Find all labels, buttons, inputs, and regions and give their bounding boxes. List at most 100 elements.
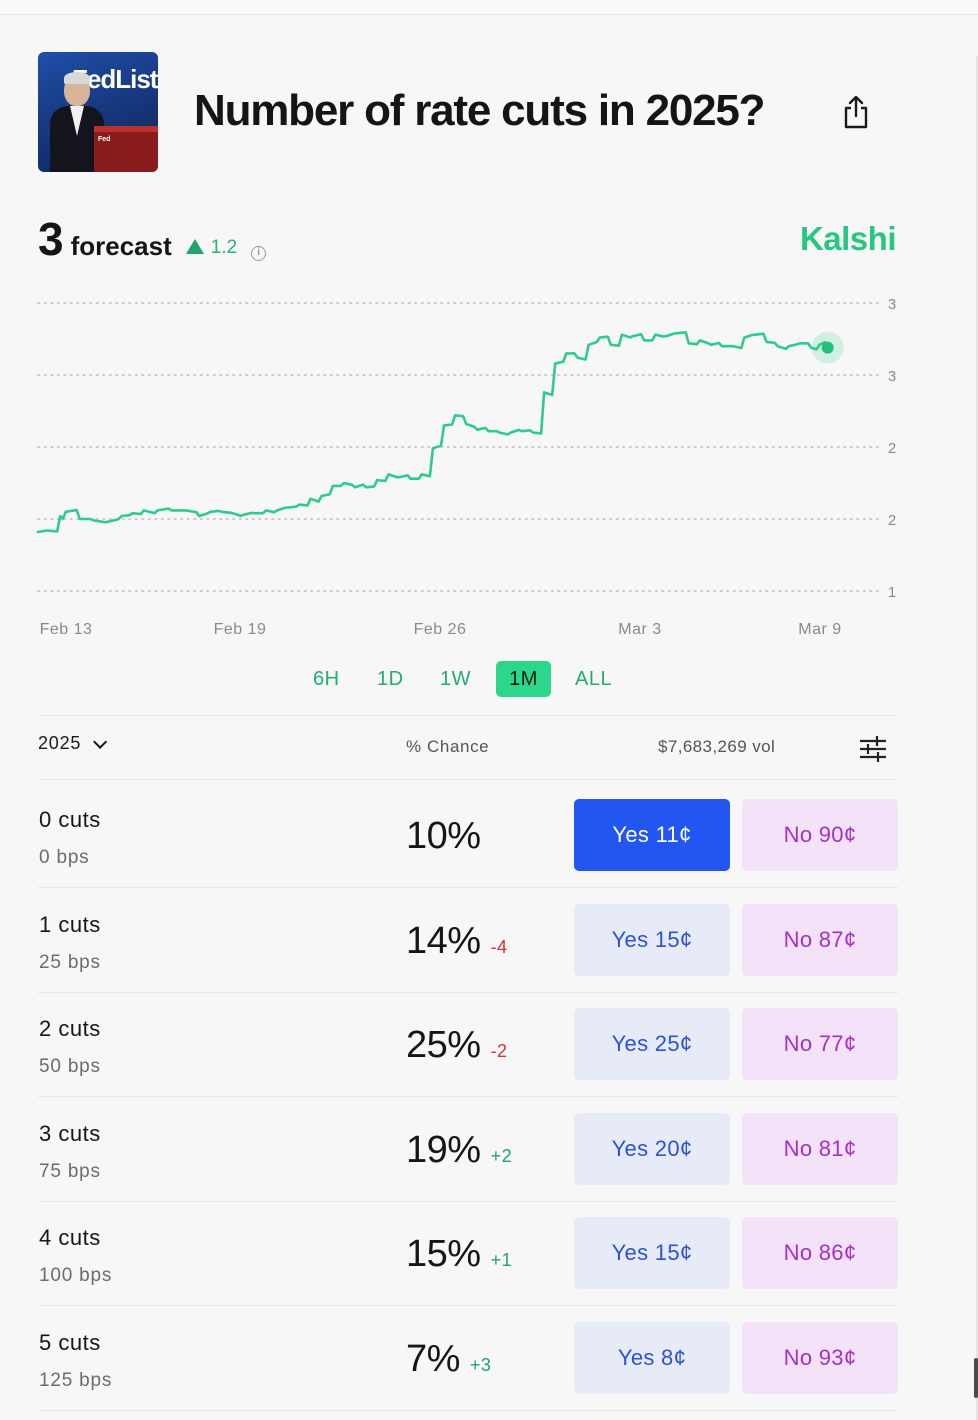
forecast-summary: 3 forecast 1.2 i xyxy=(38,212,267,265)
chance-value: 14% xyxy=(406,920,481,962)
up-triangle-icon xyxy=(185,239,204,254)
chance-value: 7% xyxy=(406,1338,460,1380)
buy-yes-button[interactable]: Yes 11¢ xyxy=(574,799,730,871)
speaker-hair xyxy=(64,72,90,84)
x-tick-label: Mar 3 xyxy=(618,621,661,638)
outcome-name: 0 cuts xyxy=(39,807,101,832)
y-tick-label: 1 xyxy=(888,584,896,601)
current-point xyxy=(821,341,834,354)
podium-top xyxy=(94,126,158,134)
forecast-delta: 1.2 xyxy=(185,236,238,259)
info-icon[interactable]: i xyxy=(251,246,267,261)
chance-change: -2 xyxy=(490,1041,508,1061)
chance-value: 15% xyxy=(406,1233,481,1275)
chance-change: +2 xyxy=(490,1146,513,1166)
outcome-row-0-cuts: 0 cuts 0 bps 10% Yes 11¢ No 90¢ xyxy=(0,781,978,885)
outcome-name: 4 cuts xyxy=(39,1225,101,1250)
top-bar xyxy=(0,0,978,15)
buy-no-button[interactable]: No 93¢ xyxy=(742,1322,898,1394)
outcome-row-1-cuts: 1 cuts 25 bps 14% -4 Yes 15¢ No 87¢ xyxy=(0,886,978,990)
divider xyxy=(38,887,898,888)
chance-value: 25% xyxy=(406,1024,481,1066)
outcome-name: 5 cuts xyxy=(39,1330,101,1355)
chance-change: +1 xyxy=(490,1250,513,1270)
outcome-bps: 75 bps xyxy=(39,1161,101,1182)
outcome-name: 3 cuts xyxy=(39,1121,101,1146)
outcome-chance: 15% +1 xyxy=(406,1233,512,1276)
buy-yes-button[interactable]: Yes 8¢ xyxy=(574,1322,730,1394)
buy-no-button[interactable]: No 86¢ xyxy=(742,1217,898,1289)
volume-label: $7,683,269 vol xyxy=(658,737,776,756)
share-button[interactable] xyxy=(836,92,876,132)
outcome-chance: 19% +2 xyxy=(406,1129,512,1172)
buy-yes-button[interactable]: Yes 15¢ xyxy=(574,904,730,976)
forecast-chart[interactable]: 3 3 2 2 1 Feb 13 Feb 19 Feb 26 Mar 3 Mar 9 xyxy=(0,280,978,650)
brand-logo[interactable]: Kalshi xyxy=(799,220,897,257)
outcome-row-2-cuts: 2 cuts 50 bps 25% -2 Yes 25¢ No 77¢ xyxy=(0,990,978,1094)
table-header: 2025 % Chance $7,683,269 vol xyxy=(0,725,978,769)
y-tick-label: 2 xyxy=(888,440,896,457)
outcome-bps: 100 bps xyxy=(39,1265,113,1286)
buy-no-button[interactable]: No 81¢ xyxy=(742,1113,898,1185)
podium xyxy=(94,132,158,172)
divider xyxy=(38,1410,898,1411)
year-dropdown-label: 2025 xyxy=(38,733,82,753)
page-title: Number of rate cuts in 2025? xyxy=(194,86,766,135)
podium-label: Fed xyxy=(98,136,111,143)
chance-change: -4 xyxy=(490,937,508,957)
outcome-bps: 25 bps xyxy=(39,952,101,973)
buy-yes-button[interactable]: Yes 25¢ xyxy=(574,1008,730,1080)
tab-1d[interactable]: 1D xyxy=(365,661,416,697)
x-tick-label: Mar 9 xyxy=(798,621,841,638)
sliders-icon xyxy=(860,736,886,762)
forecast-delta-value: 1.2 xyxy=(210,236,238,258)
x-tick-label: Feb 26 xyxy=(414,621,467,638)
filter-button[interactable] xyxy=(857,733,889,765)
x-tick-label: Feb 19 xyxy=(214,621,267,638)
buy-no-button[interactable]: No 87¢ xyxy=(742,904,898,976)
outcome-name: 2 cuts xyxy=(39,1016,101,1041)
chevron-down-icon xyxy=(93,734,108,749)
divider xyxy=(38,992,898,993)
chance-column-header: % Chance xyxy=(406,737,490,756)
outcome-row-5-cuts: 5 cuts 125 bps 7% +3 Yes 8¢ No 93¢ xyxy=(0,1304,978,1408)
series-line-forecast xyxy=(36,331,829,534)
range-tabs: 6H 1D 1W 1M ALL xyxy=(0,661,978,697)
y-tick-label: 3 xyxy=(888,296,896,313)
y-tick-label: 2 xyxy=(888,512,896,529)
divider xyxy=(38,1305,898,1306)
tab-all[interactable]: ALL xyxy=(563,661,624,697)
tab-6h[interactable]: 6H xyxy=(301,661,352,697)
divider xyxy=(38,779,898,780)
x-tick-label: Feb 13 xyxy=(40,621,93,638)
buy-no-button[interactable]: No 90¢ xyxy=(742,799,898,871)
outcome-bps: 50 bps xyxy=(39,1056,101,1077)
outcome-row-4-cuts: 4 cuts 100 bps 15% +1 Yes 15¢ No 86¢ xyxy=(0,1199,978,1303)
tab-1m[interactable]: 1M xyxy=(496,661,551,697)
y-tick-label: 3 xyxy=(888,368,896,385)
market-thumbnail: FedListens Fed xyxy=(38,52,158,172)
buy-yes-button[interactable]: Yes 20¢ xyxy=(574,1113,730,1185)
share-icon xyxy=(844,95,868,129)
buy-yes-button[interactable]: Yes 15¢ xyxy=(574,1217,730,1289)
chance-value: 19% xyxy=(406,1129,481,1171)
outcome-bps: 0 bps xyxy=(39,847,90,868)
divider xyxy=(38,715,898,716)
scrollbar-thumb[interactable] xyxy=(974,1358,978,1398)
outcome-chance: 10% xyxy=(406,815,481,858)
chance-change: +3 xyxy=(469,1355,492,1375)
year-dropdown[interactable]: 2025 xyxy=(38,733,108,754)
page-edge xyxy=(976,56,978,1420)
outcome-chance: 25% -2 xyxy=(406,1024,508,1067)
chance-value: 10% xyxy=(406,815,481,857)
divider xyxy=(38,1201,898,1202)
outcome-chance: 7% +3 xyxy=(406,1338,491,1381)
forecast-label: forecast xyxy=(70,231,172,261)
outcome-row-3-cuts: 3 cuts 75 bps 19% +2 Yes 20¢ No 81¢ xyxy=(0,1095,978,1199)
tab-1w[interactable]: 1W xyxy=(428,661,483,697)
forecast-value: 3 xyxy=(38,213,64,265)
outcome-bps: 125 bps xyxy=(39,1370,113,1391)
buy-no-button[interactable]: No 77¢ xyxy=(742,1008,898,1080)
outcome-chance: 14% -4 xyxy=(406,920,508,963)
divider xyxy=(38,1096,898,1097)
